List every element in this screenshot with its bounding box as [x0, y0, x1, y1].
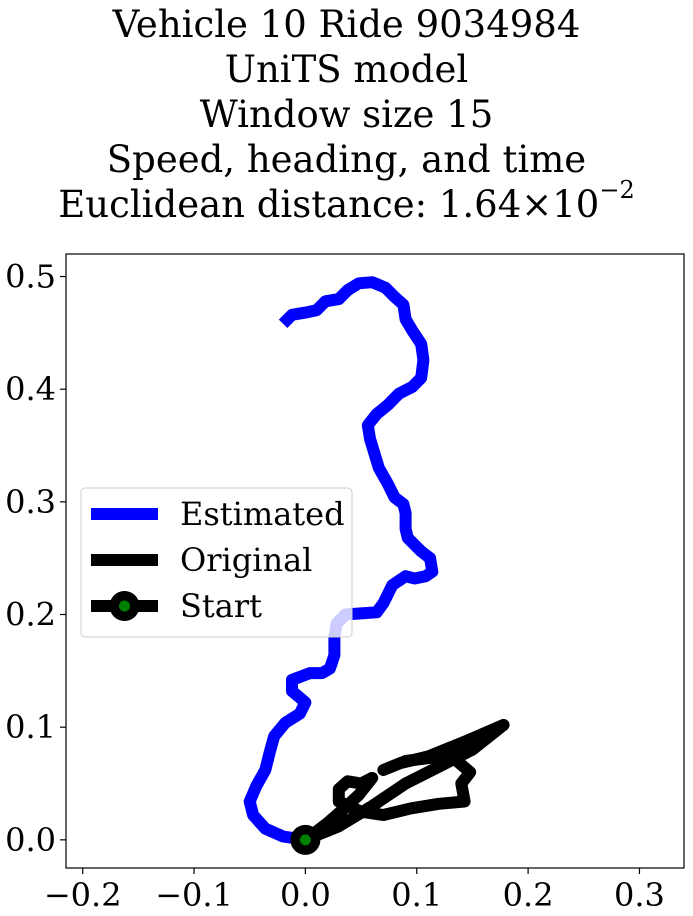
y-tick-label: 0.3: [5, 483, 56, 521]
y-tick-label: 0.0: [5, 821, 56, 859]
y-tick-label: 0.2: [5, 596, 56, 634]
y-tick-label: 0.1: [5, 708, 56, 746]
original-series-line: [299, 718, 510, 846]
series-layer: [243, 276, 510, 855]
estimated-series-line: [243, 276, 439, 846]
legend-label-estimated: Estimated: [180, 495, 345, 533]
title-line-3: Window size 15: [199, 93, 494, 136]
x-axis: −0.2 −0.1 0.0 0.1 0.2 0.3: [44, 868, 665, 914]
legend-label-start: Start: [180, 587, 262, 625]
figure-title: Vehicle 10 Ride 9034984 UniTS model Wind…: [0, 0, 693, 227]
legend-start-dot: [119, 600, 130, 612]
x-tick-label: 0.3: [614, 876, 665, 914]
y-axis: 0.0 0.1 0.2 0.3 0.4 0.5: [5, 258, 66, 859]
x-tick-label: −0.1: [155, 876, 233, 914]
title-line-5-text: Euclidean distance: 1.64×10: [58, 183, 600, 226]
plot-frame: [65, 253, 685, 869]
y-tick-label: 0.4: [5, 370, 56, 408]
legend-box: [80, 487, 353, 638]
title-line-5-exponent: −2: [599, 176, 635, 204]
title-line-1: Vehicle 10 Ride 9034984: [112, 3, 581, 46]
x-tick-label: 0.0: [280, 876, 331, 914]
title-line-5: Euclidean distance: 1.64×10−2: [0, 178, 693, 227]
x-tick-label: −0.2: [44, 876, 122, 914]
title-line-4: Speed, heading, and time: [106, 138, 587, 181]
legend-label-original: Original: [180, 541, 312, 579]
start-marker-dot: [299, 834, 311, 846]
y-tick-label: 0.5: [5, 258, 56, 296]
title-line-2: UniTS model: [224, 48, 469, 91]
legend: Estimated Original Start: [80, 487, 353, 638]
x-tick-label: 0.2: [503, 876, 554, 914]
x-tick-label: 0.1: [391, 876, 442, 914]
